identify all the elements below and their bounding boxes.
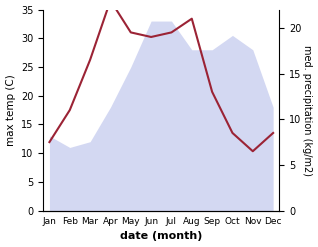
Y-axis label: max temp (C): max temp (C) [5,74,16,146]
Y-axis label: med. precipitation (kg/m2): med. precipitation (kg/m2) [302,45,313,176]
X-axis label: date (month): date (month) [120,231,203,242]
